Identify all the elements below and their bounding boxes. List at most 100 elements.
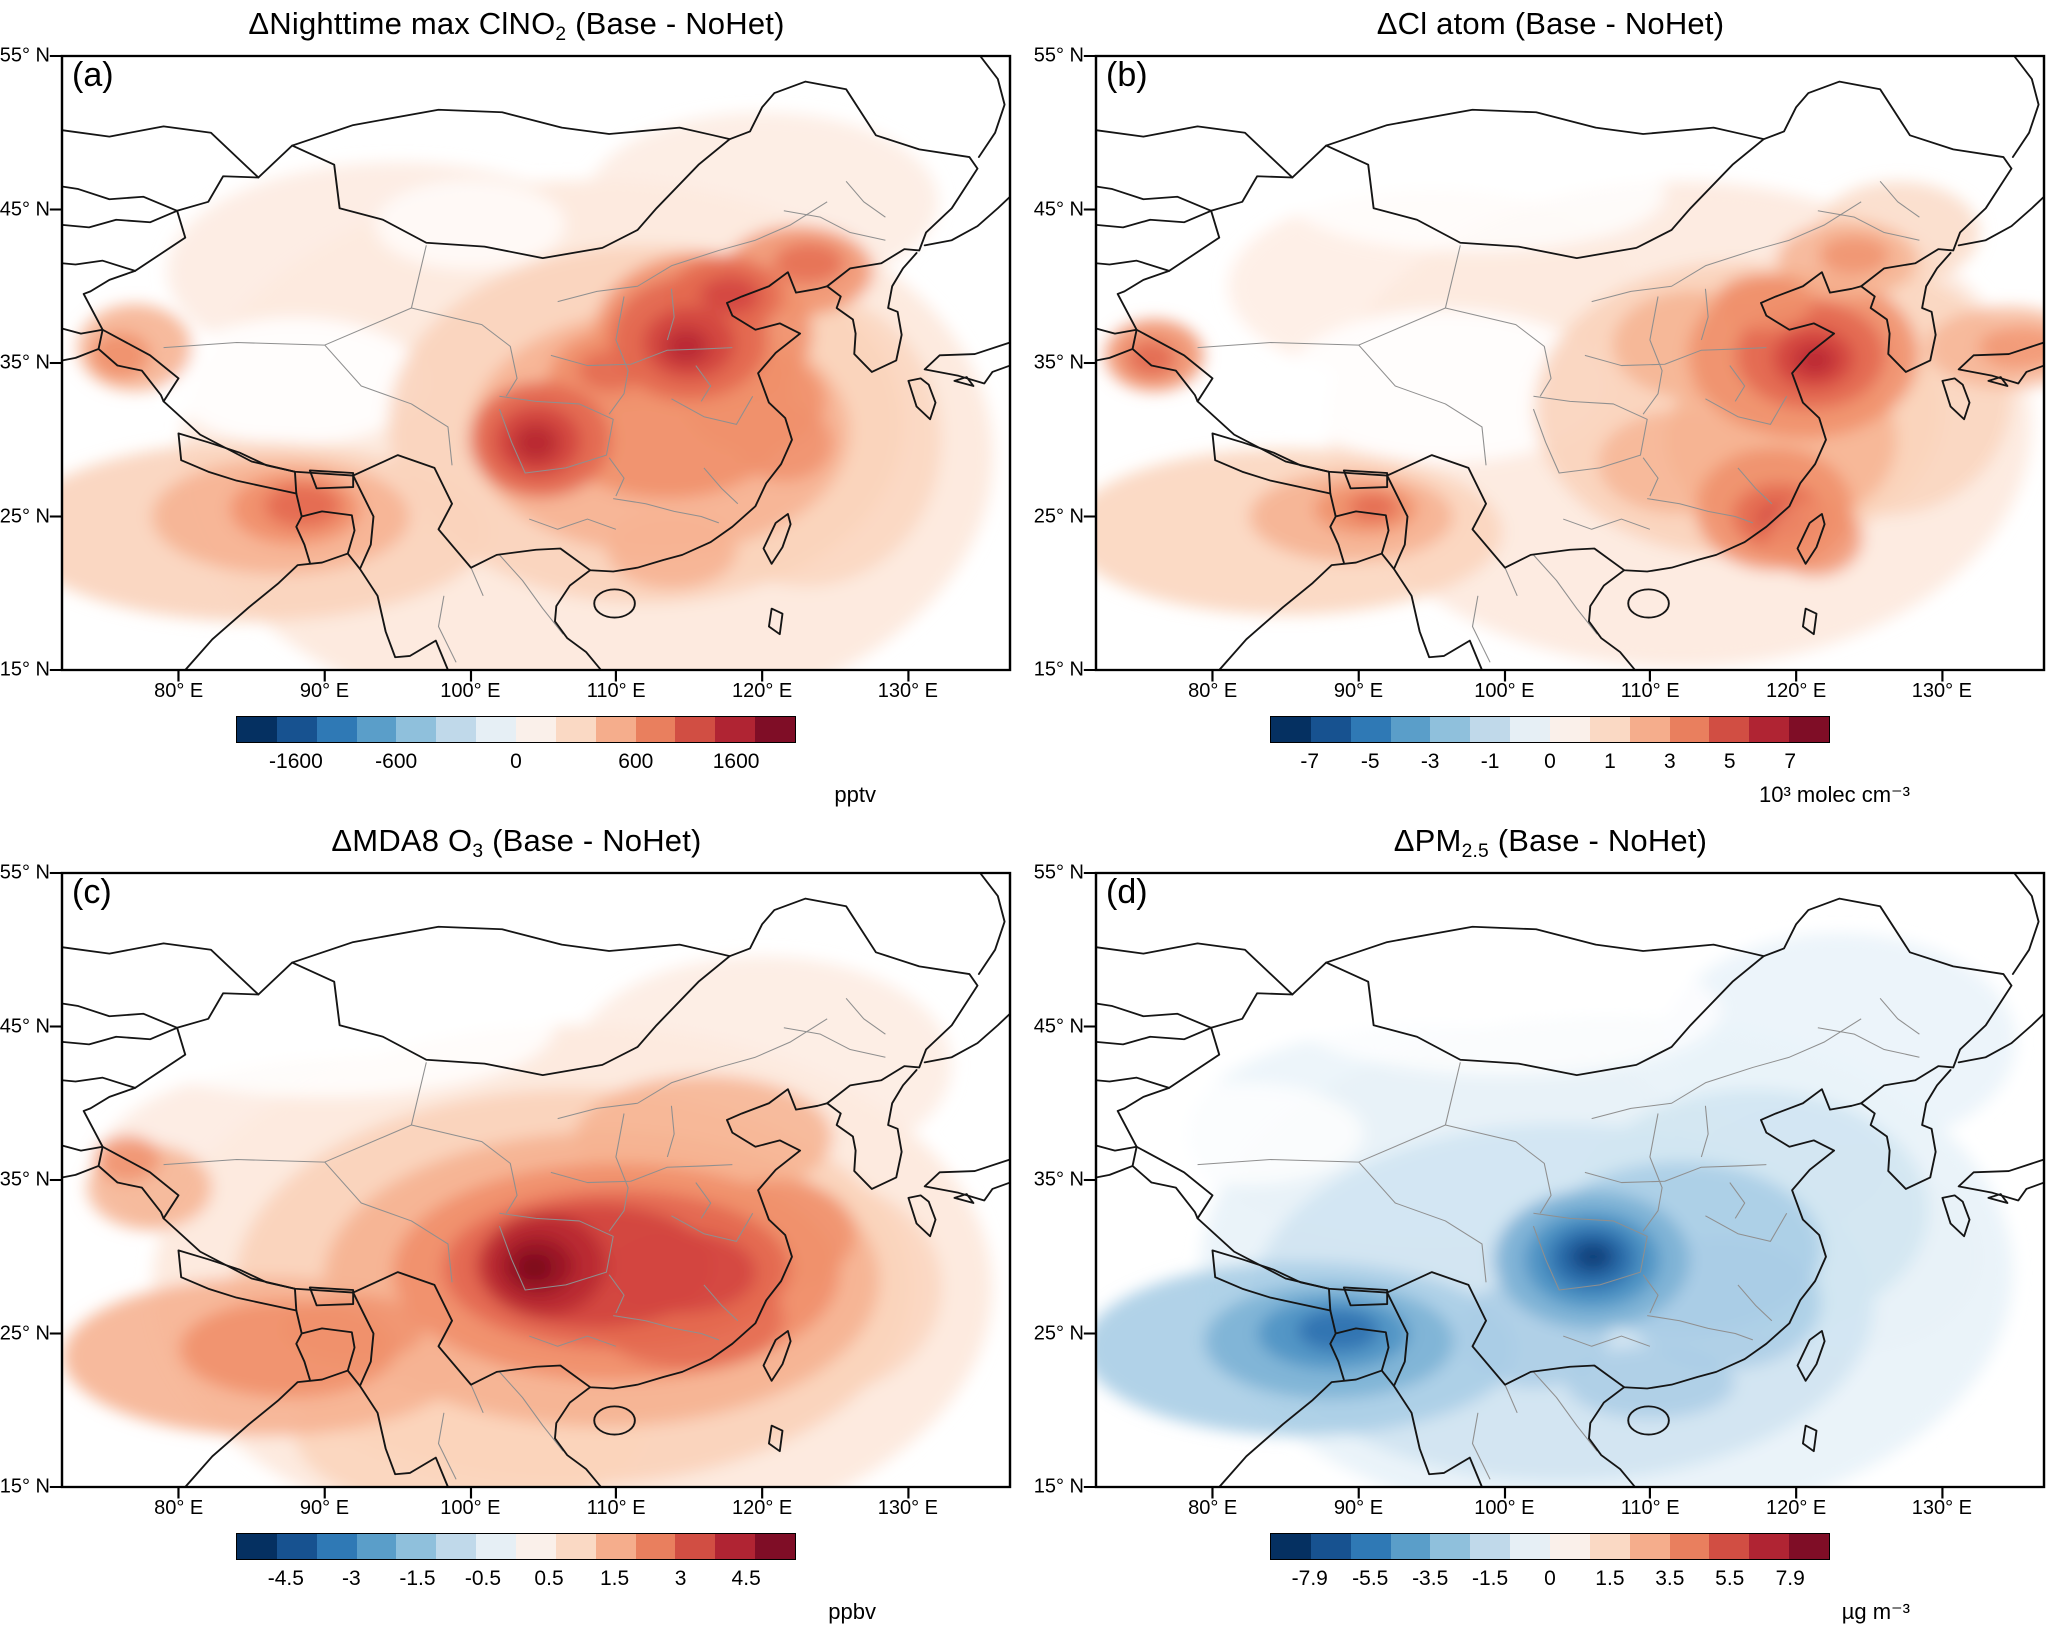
lon-tick-label: 100° E [1474,1497,1535,1519]
colorbar-tick-label: 3 [674,1567,687,1590]
contour-blob [516,1253,553,1282]
colorbar-segment [1589,717,1630,742]
korea-coast [826,252,918,373]
colorbar-tick-label: -7 [1300,750,1320,773]
colorbar-tick-label: 1.5 [599,1567,630,1590]
lon-tick-label: 80° E [154,680,204,702]
colorbar-segment [1550,717,1590,742]
colorbar-tick-label: 3.5 [1655,1567,1685,1590]
lon-tick-label: 120° E [731,1497,793,1519]
colorbar-segment [1430,1534,1471,1559]
colorbar-tick-label: 0 [1544,750,1556,773]
contour-blob [735,404,833,482]
bangladesh-border [295,492,356,564]
contour-blob [283,1295,425,1363]
lon-axis: 80° E 90° E 100° E 110° E 120° E 130° E [62,1495,1010,1521]
colorbar-segment [1709,717,1750,742]
bhutan-border [308,1286,355,1307]
lat-tick-label: 35° N [1033,351,1084,374]
lon-tick-label: 110° E [586,680,646,702]
contour-shading [1096,136,2044,668]
bay-of-bengal-coast [1218,1369,1483,1488]
lat-tick-label: 45° N [0,198,50,220]
lon-tick-label: 90° E [299,1497,350,1519]
luzon-coast [1801,607,1818,636]
kashmir-borders [61,327,165,403]
india-myanmar-border [1386,474,1409,570]
india-myanmar-border [1386,1291,1409,1387]
contour-blob [663,328,710,365]
map-canvas [49,871,1012,1499]
colorbar-segment [276,1534,317,1559]
colorbar-segment [436,1534,477,1559]
contour-blob [773,242,844,284]
panel-letter: (d) [1106,873,1148,911]
colorbar-segment [1510,717,1551,742]
title-text: ΔPM [1393,823,1462,858]
lat-axis: 55° N 45° N 35° N 25° N 15° N [1033,45,1090,681]
colorbar-segment [1789,717,1830,742]
title-text: ΔMDA8 O [331,823,473,858]
lat-tick-label: 45° N [1033,1015,1084,1037]
korea-coast [826,1069,918,1190]
panel-letter: (a) [72,56,114,94]
contour-blob [1794,344,1836,376]
colorbar-tick-label: -5 [1360,750,1380,773]
colorbar-ticks: -7 -5 -3 -1 0 1 3 5 7 [1270,750,1830,774]
kashmir-borders [1095,1144,1199,1220]
colorbar-segment [675,717,716,742]
colorbar-tick-label: -1.5 [399,1567,436,1590]
taiwan-coast [1796,1330,1826,1382]
title-text-post: (Base - NoHet) [1488,823,1708,858]
colorbar-segment [1550,1534,1590,1559]
vietnam-coast [554,569,602,671]
colorbar-tick-label: -7.9 [1291,1567,1328,1590]
map-canvas [1083,871,2046,1499]
colorbar-segment [316,717,357,742]
province-borders [1197,181,1920,663]
lon-tick-label: 130° E [1911,1497,1973,1519]
axis-tick-marks [1083,871,1944,1499]
central-asia-borders [1095,942,1294,1089]
lon-axis: 80° E 90° E 100° E 110° E 120° E 130° E [62,678,1010,704]
bay-of-bengal-coast [184,1369,449,1488]
bangladesh-border [1329,492,1390,564]
colorbar-tick-label: 4.5 [731,1567,761,1590]
colorbar-segment [675,1534,716,1559]
axis-tick-marks [49,54,910,682]
axis-tick-marks [1083,54,1944,682]
bay-of-bengal-coast [184,552,449,671]
central-asia-borders [61,125,260,272]
lat-tick-label: 35° N [0,351,50,374]
colorbar-segment [237,717,277,742]
colorbar-segment [436,717,477,742]
lat-tick-label: 25° N [1033,505,1084,527]
contour-blob [166,317,425,446]
colorbar-ticks: -4.5 -3 -1.5 -0.5 0.5 1.5 3 4.5 [236,1567,796,1591]
lat-tick-label: 55° N [0,44,50,67]
lat-axis: 55° N 45° N 35° N 25° N 15° N [0,862,56,1498]
country-borders [61,55,1011,671]
colorbar-ticks: -1600 -600 0 600 1600 [236,750,796,774]
colorbar-tick-label: -1600 [269,750,323,773]
lat-tick-label: 55° N [1033,44,1084,67]
colorbar-segment [1629,1534,1670,1559]
vietnam-coast [1588,1386,1636,1488]
contour-blob [1578,1246,1609,1267]
vietnam-coast [1588,569,1636,671]
colorbar [236,1533,796,1560]
contour-blob [1348,493,1398,522]
colorbar-segment [1310,1534,1351,1559]
colorbar [1270,1533,1830,1560]
colorbar-segment [276,717,317,742]
lon-tick-label: 90° E [1333,1497,1384,1519]
lat-tick-label: 35° N [1033,1168,1084,1191]
mongolia-russia-border [1325,108,1765,147]
contour-blob [700,276,760,315]
panel-title: ΔMDA8 O3 (Base - NoHet) [0,823,1033,863]
lat-tick-label: 15° N [1033,1475,1084,1498]
panel-a: ΔNighttime max ClNO2 (Base - NoHet) 55° … [0,0,1033,817]
colorbar-segment [1310,717,1351,742]
kashmir-borders [1095,327,1199,403]
